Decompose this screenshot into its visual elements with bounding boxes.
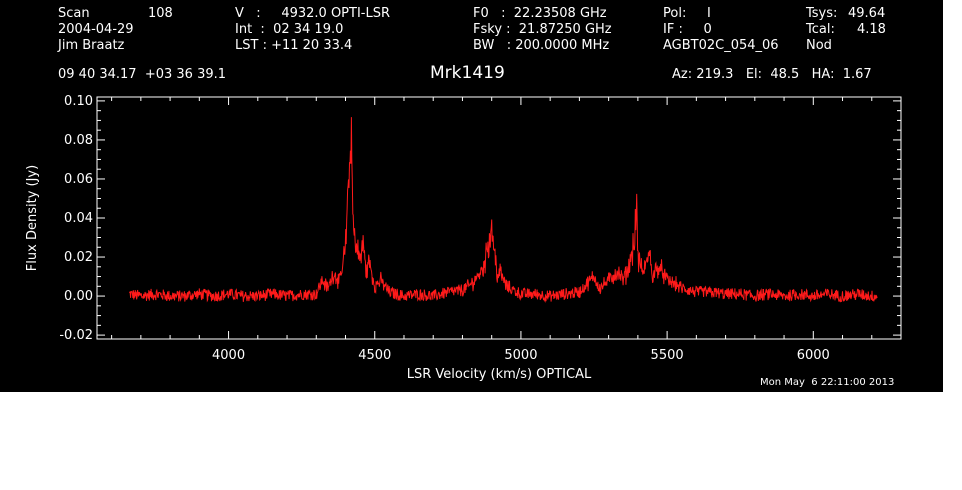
x-tick-label: 6000 [797, 348, 830, 363]
plot-frame [96, 96, 902, 340]
integration-time: Int : 02 34 19.0 [235, 22, 344, 37]
y-tick-label: 0.04 [64, 211, 93, 226]
observing-mode: Nod [806, 38, 832, 53]
y-tick-label: 0.00 [64, 289, 93, 304]
tsys-label: Tsys: [806, 6, 838, 21]
tsys-value: 49.64 [848, 6, 886, 21]
scan-label: Scan [58, 6, 90, 21]
y-tick-label: -0.02 [59, 328, 93, 343]
source-coordinates: 09 40 34.17 +03 36 39.1 [58, 67, 227, 82]
scan-value: 108 [148, 6, 173, 21]
tcal-value: 4.18 [857, 22, 886, 37]
y-tick-label: 0.02 [64, 250, 93, 265]
x-axis-label: LSR Velocity (km/s) OPTICAL [407, 367, 592, 382]
rest-frequency: F0 : 22.23508 GHz [473, 6, 607, 21]
lst-info: LST : +11 20 33.4 [235, 38, 353, 53]
velocity-info: V : 4932.0 OPTI-LSR [235, 6, 391, 21]
observation-date: 2004-04-29 [58, 22, 134, 37]
y-tick-label: 0.08 [64, 133, 93, 148]
observer-name: Jim Braatz [58, 38, 125, 53]
spectrum-panel: Scan 108 2004-04-29 Jim Braatz V : 4932.… [0, 0, 943, 392]
sky-frequency: Fsky : 21.87250 GHz [473, 22, 612, 37]
spectrum-trace [128, 117, 878, 303]
spectrum-plot: 4000 4500 5000 5500 6000 -0.02 0.00 0.02 0.04 0.0… [25, 94, 902, 382]
plot-timestamp: Mon May 6 22:11:00 2013 [760, 377, 895, 388]
y-tick-label: 0.06 [64, 172, 93, 187]
if-number: IF : 0 [663, 22, 712, 37]
x-tick-label: 5500 [651, 348, 684, 363]
source-title: Mrk1419 [430, 63, 505, 83]
y-axis-label: Flux Density (Jy) [25, 165, 40, 271]
project-id: AGBT02C_054_06 [663, 38, 779, 53]
pointing-info: Az: 219.3 El: 48.5 HA: 1.67 [672, 67, 872, 82]
polarization: Pol: I [663, 6, 711, 21]
x-tick-label: 5000 [504, 348, 537, 363]
tcal-label: Tcal: [806, 22, 835, 37]
x-tick-label: 4500 [358, 348, 391, 363]
x-tick-label: 4000 [212, 348, 245, 363]
y-tick-label: 0.10 [64, 94, 93, 109]
bandwidth: BW : 200.0000 MHz [473, 38, 610, 53]
